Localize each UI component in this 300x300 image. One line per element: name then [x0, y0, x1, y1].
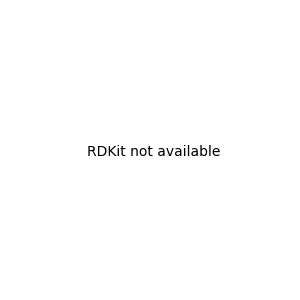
- Text: RDKit not available: RDKit not available: [87, 145, 220, 158]
